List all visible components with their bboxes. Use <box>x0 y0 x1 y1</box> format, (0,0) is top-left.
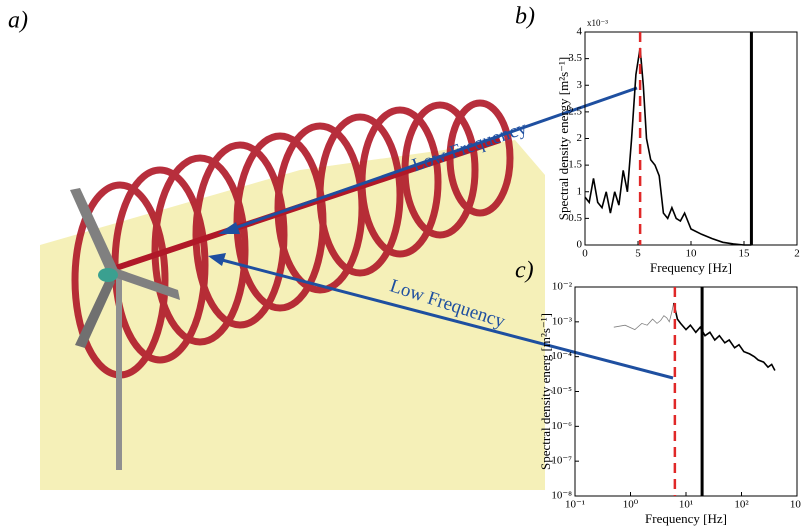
y-tick-label: 10⁻³ <box>552 315 573 327</box>
x-tick-label: 10³ <box>790 499 801 511</box>
y-tick-label: 2 <box>577 132 583 144</box>
arrows <box>208 86 674 380</box>
y-tick-label: 10⁻² <box>552 281 573 293</box>
data-line <box>584 47 752 246</box>
x-tick-label: 10² <box>734 499 749 511</box>
y-tick-label: 10⁻⁷ <box>551 455 572 467</box>
plot-frame <box>584 31 798 246</box>
x-tick-label: 10⁻¹ <box>565 499 585 511</box>
plot-frame <box>574 286 798 497</box>
y-axis-label: Spectral density energ [m²s⁻¹] <box>538 313 553 470</box>
y-tick-label: 3.5 <box>568 52 582 64</box>
y-tick-label: 0 <box>577 239 583 251</box>
y-tick-label: 0.5 <box>568 212 582 224</box>
panel-label: a) <box>8 8 28 34</box>
wake-render <box>40 99 545 490</box>
x-tick-label: 10¹ <box>679 499 693 511</box>
y-tick-label: 1.5 <box>568 159 582 171</box>
y-tick-label: 10⁻⁶ <box>551 420 572 432</box>
y-tick-label: 1 <box>577 185 583 197</box>
x-tick-label: 15 <box>739 248 751 260</box>
x-tick-label: 2 <box>794 248 800 260</box>
data-line <box>613 302 675 331</box>
panel-label: b) <box>515 4 535 30</box>
y-tick-label: 10⁻⁸ <box>551 490 572 502</box>
y-tick-label: 10⁻⁴ <box>551 350 572 362</box>
x-tick-label: 0 <box>582 248 588 260</box>
x-tick-label: 10 <box>686 248 698 260</box>
y-multiplier: x10⁻³ <box>587 18 608 28</box>
x-tick-label: 10⁰ <box>623 499 639 511</box>
y-tick-label: 3 <box>577 79 583 91</box>
x-axis-label: Frequency [Hz] <box>650 260 732 275</box>
y-tick-label: 2.5 <box>568 105 582 117</box>
y-axis-label: Spectral density energy [m²s⁻¹] <box>556 57 571 221</box>
panel-label: c) <box>515 258 534 284</box>
data-line <box>672 302 776 371</box>
x-tick-label: 5 <box>635 248 641 260</box>
y-tick-label: 10⁻⁵ <box>551 385 572 397</box>
x-axis-label: Frequency [Hz] <box>645 511 727 526</box>
y-tick-label: 4 <box>577 26 583 38</box>
